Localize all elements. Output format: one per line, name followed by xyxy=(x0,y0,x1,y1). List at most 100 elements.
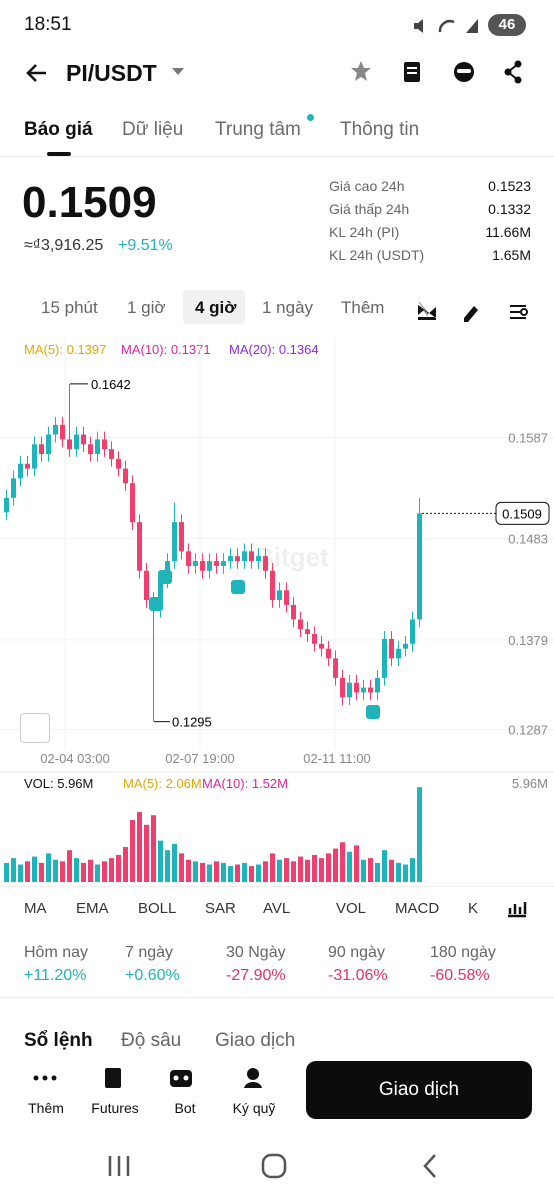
candle-body xyxy=(200,561,205,571)
candle-body xyxy=(74,434,79,450)
indicator[interactable]: BOLL xyxy=(138,900,177,917)
candle-body xyxy=(242,551,247,562)
candle-body xyxy=(4,497,9,513)
y-tick-label: 0.1379 xyxy=(508,633,548,648)
book-tab[interactable]: Độ sâu xyxy=(121,1030,182,1051)
last-price: 0.1509 xyxy=(22,178,157,227)
candle-body xyxy=(46,434,51,455)
volume-bar xyxy=(305,859,310,882)
indicator[interactable]: EMA xyxy=(76,900,109,917)
y-tick-label: 0.1587 xyxy=(508,430,548,445)
nav-item[interactable]: Bot xyxy=(174,1100,196,1116)
indicator[interactable]: MA xyxy=(24,900,47,917)
candle-body xyxy=(375,677,380,693)
badge xyxy=(307,114,314,121)
system-nav[interactable] xyxy=(100,1150,450,1182)
candle-body xyxy=(347,682,352,698)
expand-button[interactable] xyxy=(20,713,50,743)
candle-body xyxy=(403,643,408,649)
volume-bar xyxy=(270,853,275,882)
candle-body xyxy=(305,629,310,635)
volume-bar xyxy=(228,866,233,882)
indicator[interactable]: K xyxy=(468,900,479,917)
dropdown[interactable] xyxy=(172,68,184,76)
indicator[interactable]: AVL xyxy=(263,900,291,917)
trade-button[interactable]: Giao dịch xyxy=(306,1061,532,1119)
candle-body xyxy=(32,444,37,469)
candle-body xyxy=(256,556,261,562)
pair-title[interactable]: PI/USDT xyxy=(66,60,157,86)
price-tag xyxy=(495,501,550,525)
tab[interactable]: Trung tâm xyxy=(215,119,301,140)
candle-body xyxy=(417,513,422,620)
volume-bar xyxy=(368,858,373,882)
candle-body xyxy=(312,634,317,644)
interval-active xyxy=(183,290,245,324)
header-actions[interactable] xyxy=(348,58,538,86)
candle-body xyxy=(95,439,100,455)
x-label: 02-04 03:00 xyxy=(40,751,109,766)
tab[interactable]: Dữ liệu xyxy=(122,119,184,140)
book-tab[interactable]: Sổ lệnh xyxy=(24,1030,93,1051)
volume-bar xyxy=(256,864,261,882)
book-tab[interactable]: Giao dịch xyxy=(215,1030,296,1051)
nav-item[interactable]: Thêm xyxy=(28,1100,64,1116)
candle-body xyxy=(172,522,177,562)
nav-icons xyxy=(33,1068,262,1088)
volume-bar xyxy=(333,848,338,882)
volume-bar xyxy=(389,859,394,882)
interval[interactable]: 1 ngày xyxy=(262,298,314,317)
stat-value: 0.1332 xyxy=(488,201,531,217)
candle-body xyxy=(179,522,184,552)
tab[interactable]: Báo giá xyxy=(24,119,93,140)
period-change: -31.06% xyxy=(328,967,388,984)
candle-body xyxy=(123,468,128,484)
candle-body xyxy=(326,648,331,659)
candle-body xyxy=(284,590,289,605)
interval[interactable]: 1 giờ xyxy=(127,298,166,317)
stat-label: Giá cao 24h xyxy=(329,178,405,194)
volume-bar xyxy=(11,858,16,882)
candle-body xyxy=(277,590,282,600)
divider xyxy=(0,886,554,887)
interval[interactable]: 4 giờ xyxy=(195,298,237,317)
nav-item[interactable]: Ký quỹ xyxy=(232,1100,276,1116)
interval[interactable]: 15 phút xyxy=(41,298,98,317)
candle-body xyxy=(67,439,72,450)
indicator[interactable]: MACD xyxy=(395,900,440,917)
volume-bar xyxy=(158,840,163,882)
period-change: +11.20% xyxy=(24,967,87,984)
candle-body xyxy=(25,463,30,469)
volume-bar xyxy=(375,862,380,882)
volume-bar xyxy=(361,859,366,882)
candle-body xyxy=(53,424,58,435)
volume-bar xyxy=(144,824,149,882)
volume-bar xyxy=(32,856,37,882)
tab[interactable]: Thông tin xyxy=(340,119,420,140)
indicator-settings[interactable] xyxy=(506,898,528,918)
indicator[interactable]: SAR xyxy=(205,900,236,917)
vol-legend: MA(5): 2.06M xyxy=(123,776,202,791)
stat-label: KL 24h (USDT) xyxy=(329,247,425,263)
buy-marker xyxy=(366,705,380,719)
volume-bar xyxy=(4,862,9,882)
volume-bar xyxy=(88,859,93,882)
candle-body xyxy=(361,687,366,693)
volume-bar xyxy=(81,862,86,882)
candle-body xyxy=(109,449,114,459)
candle-body xyxy=(158,580,163,610)
vol-max-label: 5.96M xyxy=(512,776,548,791)
indicator[interactable]: VOL xyxy=(336,900,367,917)
chart-tools[interactable] xyxy=(364,302,540,322)
volume-bar xyxy=(298,856,303,882)
back-button[interactable] xyxy=(24,60,50,86)
interval[interactable]: Thêm xyxy=(341,298,385,317)
volume-bar xyxy=(235,864,240,882)
battery: 46 xyxy=(488,14,526,36)
y-tick-label: 0.1483 xyxy=(508,532,548,547)
volume-bar xyxy=(249,866,254,882)
tab-indicator xyxy=(47,152,71,156)
candle-body xyxy=(214,561,219,566)
nav-item[interactable]: Futures xyxy=(91,1100,139,1116)
volume-bar xyxy=(74,858,79,882)
